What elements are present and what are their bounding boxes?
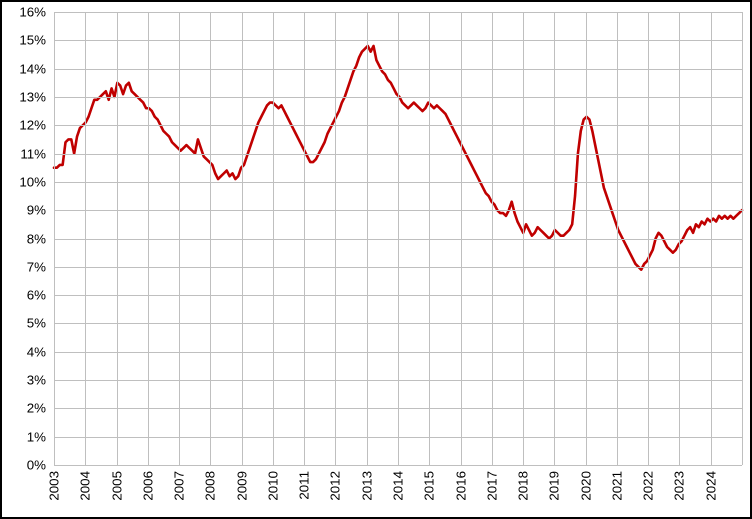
y-tick-label: 10% [2, 174, 46, 189]
x-tick-label: 2008 [203, 471, 218, 501]
x-tick-label: 2014 [391, 471, 406, 501]
y-tick-label: 16% [2, 5, 46, 20]
v-gridline [554, 12, 555, 465]
v-gridline [85, 12, 86, 465]
x-tick-label: 2010 [265, 471, 280, 501]
v-gridline [679, 12, 680, 465]
v-gridline [398, 12, 399, 465]
x-tick-label: 2015 [422, 471, 437, 501]
x-tick-label: 2017 [484, 471, 499, 501]
y-tick-label: 8% [2, 231, 46, 246]
y-tick-label: 1% [2, 429, 46, 444]
v-gridline [492, 12, 493, 465]
x-tick-label: 2020 [578, 471, 593, 501]
v-gridline [273, 12, 274, 465]
y-tick-label: 12% [2, 118, 46, 133]
v-gridline [304, 12, 305, 465]
v-gridline [54, 12, 55, 465]
y-tick-label: 7% [2, 259, 46, 274]
y-tick-label: 15% [2, 33, 46, 48]
x-tick-label: 2016 [453, 471, 468, 501]
x-tick-label: 2013 [359, 471, 374, 501]
x-tick-label: 2024 [703, 471, 718, 501]
y-tick-label: 6% [2, 288, 46, 303]
v-gridline [210, 12, 211, 465]
x-tick-label: 2022 [641, 471, 656, 501]
v-gridline [117, 12, 118, 465]
x-tick-label: 2009 [234, 471, 249, 501]
y-tick-label: 5% [2, 316, 46, 331]
y-tick-label: 13% [2, 89, 46, 104]
y-tick-label: 3% [2, 373, 46, 388]
x-tick-label: 2004 [78, 471, 93, 501]
x-tick-label: 2012 [328, 471, 343, 501]
v-gridline [742, 12, 743, 465]
y-tick-label: 4% [2, 344, 46, 359]
y-tick-label: 11% [2, 146, 46, 161]
x-tick-label: 2005 [109, 471, 124, 501]
v-gridline [461, 12, 462, 465]
y-tick-label: 9% [2, 203, 46, 218]
x-tick-label: 2003 [47, 471, 62, 501]
v-gridline [148, 12, 149, 465]
v-gridline [335, 12, 336, 465]
x-tick-label: 2019 [547, 471, 562, 501]
y-tick-label: 2% [2, 401, 46, 416]
plot-area [54, 12, 742, 465]
v-gridline [523, 12, 524, 465]
x-tick-label: 2021 [609, 471, 624, 501]
x-tick-label: 2023 [672, 471, 687, 501]
x-tick-label: 2018 [516, 471, 531, 501]
v-gridline [586, 12, 587, 465]
y-tick-label: 14% [2, 61, 46, 76]
v-gridline [648, 12, 649, 465]
h-gridline [54, 465, 742, 466]
v-gridline [367, 12, 368, 465]
y-tick-label: 0% [2, 458, 46, 473]
v-gridline [179, 12, 180, 465]
x-tick-label: 2006 [140, 471, 155, 501]
x-tick-label: 2007 [172, 471, 187, 501]
x-tick-label: 2011 [297, 471, 312, 500]
v-gridline [429, 12, 430, 465]
v-gridline [711, 12, 712, 465]
v-gridline [242, 12, 243, 465]
v-gridline [617, 12, 618, 465]
chart-frame: 0% 1% 2% 3% 4% 5% 6% 7% 8% 9% 10% 11% 12% 13% 14% 15% 16… [0, 0, 752, 519]
